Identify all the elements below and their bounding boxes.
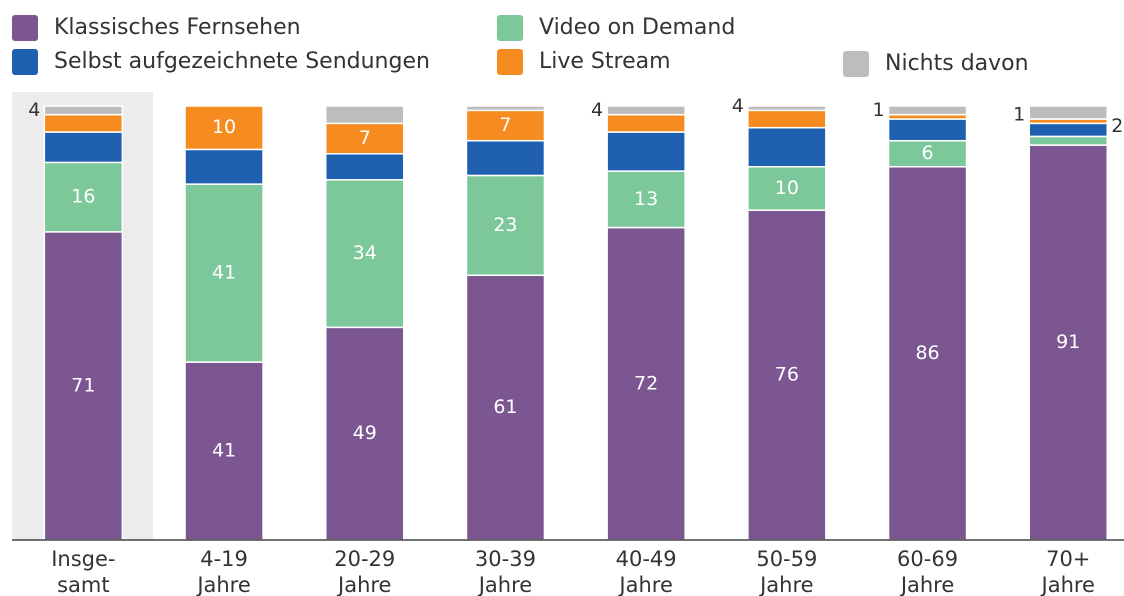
data-label: 4 [732, 95, 744, 117]
legend-swatch [843, 51, 869, 77]
legend-swatch [12, 49, 38, 75]
bar-segment [747, 209, 827, 541]
bar-segment [465, 139, 546, 177]
bar-segment [43, 131, 124, 164]
data-label: 7 [499, 114, 511, 136]
data-label: 1 [1013, 104, 1025, 126]
legend-label: Selbst aufgezeichnete Sendungen [54, 49, 430, 74]
data-label: 4 [28, 99, 40, 121]
bar-segment [1028, 105, 1108, 120]
bar-segment [465, 274, 546, 541]
data-label: 71 [71, 374, 95, 396]
legend-label: Video on Demand [539, 15, 735, 40]
data-label: 6 [922, 142, 934, 164]
bar-segment [887, 166, 968, 541]
x-tick-label: Insge-samt [51, 547, 115, 596]
bar-segment [465, 109, 546, 142]
bar-segment [887, 105, 968, 116]
bar-segment [184, 183, 264, 363]
x-tick-label: 4-19 Jahre [195, 547, 250, 596]
x-tick-label: 60-69 Jahre [897, 547, 958, 596]
bar-segment [747, 166, 827, 211]
bar-segment [747, 105, 827, 112]
bar-segment [43, 231, 124, 541]
bar-segment [1028, 144, 1108, 541]
bar-segment [184, 148, 264, 185]
legend-label: Nichts davon [885, 51, 1029, 76]
bar-segment [325, 105, 405, 125]
legend-swatch [12, 15, 38, 41]
legend-label: Klassisches Fernsehen [54, 15, 301, 40]
data-label: 61 [493, 396, 517, 418]
x-tick-label: 20-29 Jahre [334, 547, 395, 596]
data-label: 2 [1111, 115, 1123, 137]
bar-segment [606, 170, 686, 229]
legend-swatch [497, 49, 523, 75]
data-label: 23 [493, 214, 517, 236]
data-label: 10 [775, 177, 799, 199]
data-label: 16 [71, 186, 95, 208]
bar-segment [43, 113, 124, 133]
data-label: 41 [212, 440, 236, 462]
bar-segment [606, 113, 686, 133]
bar-segment [325, 152, 405, 181]
bar-segment [606, 105, 686, 116]
bar-segment [606, 226, 686, 541]
bar-segment [43, 105, 124, 116]
x-tick-label: 70+ Jahre [1040, 547, 1095, 596]
bar-segment [606, 131, 686, 172]
legend-label: Live Stream [539, 49, 671, 74]
x-tick-label: 40-49 Jahre [616, 547, 677, 596]
bar-segment [887, 139, 968, 168]
data-label: 10 [212, 116, 236, 138]
bar-segment [887, 118, 968, 142]
x-tick-label: 50-59 Jahre [756, 547, 817, 596]
x-tick-label: 30-39 Jahre [475, 547, 536, 596]
data-label: 72 [634, 372, 658, 394]
bar-segment [747, 126, 827, 168]
data-label: 76 [775, 364, 799, 386]
data-label: 34 [353, 242, 377, 264]
bar-segment [325, 122, 405, 155]
bar-segment [747, 109, 827, 129]
data-label: 13 [634, 188, 658, 210]
bar-segment [1028, 122, 1108, 138]
data-label: 41 [212, 262, 236, 284]
data-label: 7 [359, 127, 371, 149]
data-label: 86 [915, 342, 939, 364]
bar-segment [325, 179, 405, 329]
bar-segment [184, 105, 264, 151]
bar-segment [465, 105, 546, 112]
bar-segment [184, 361, 264, 541]
data-label: 91 [1056, 331, 1080, 353]
data-label: 1 [872, 99, 884, 121]
legend-swatch [497, 15, 523, 41]
bar-segment [1028, 135, 1108, 146]
data-label: 49 [353, 422, 377, 444]
data-label: 4 [591, 99, 603, 121]
